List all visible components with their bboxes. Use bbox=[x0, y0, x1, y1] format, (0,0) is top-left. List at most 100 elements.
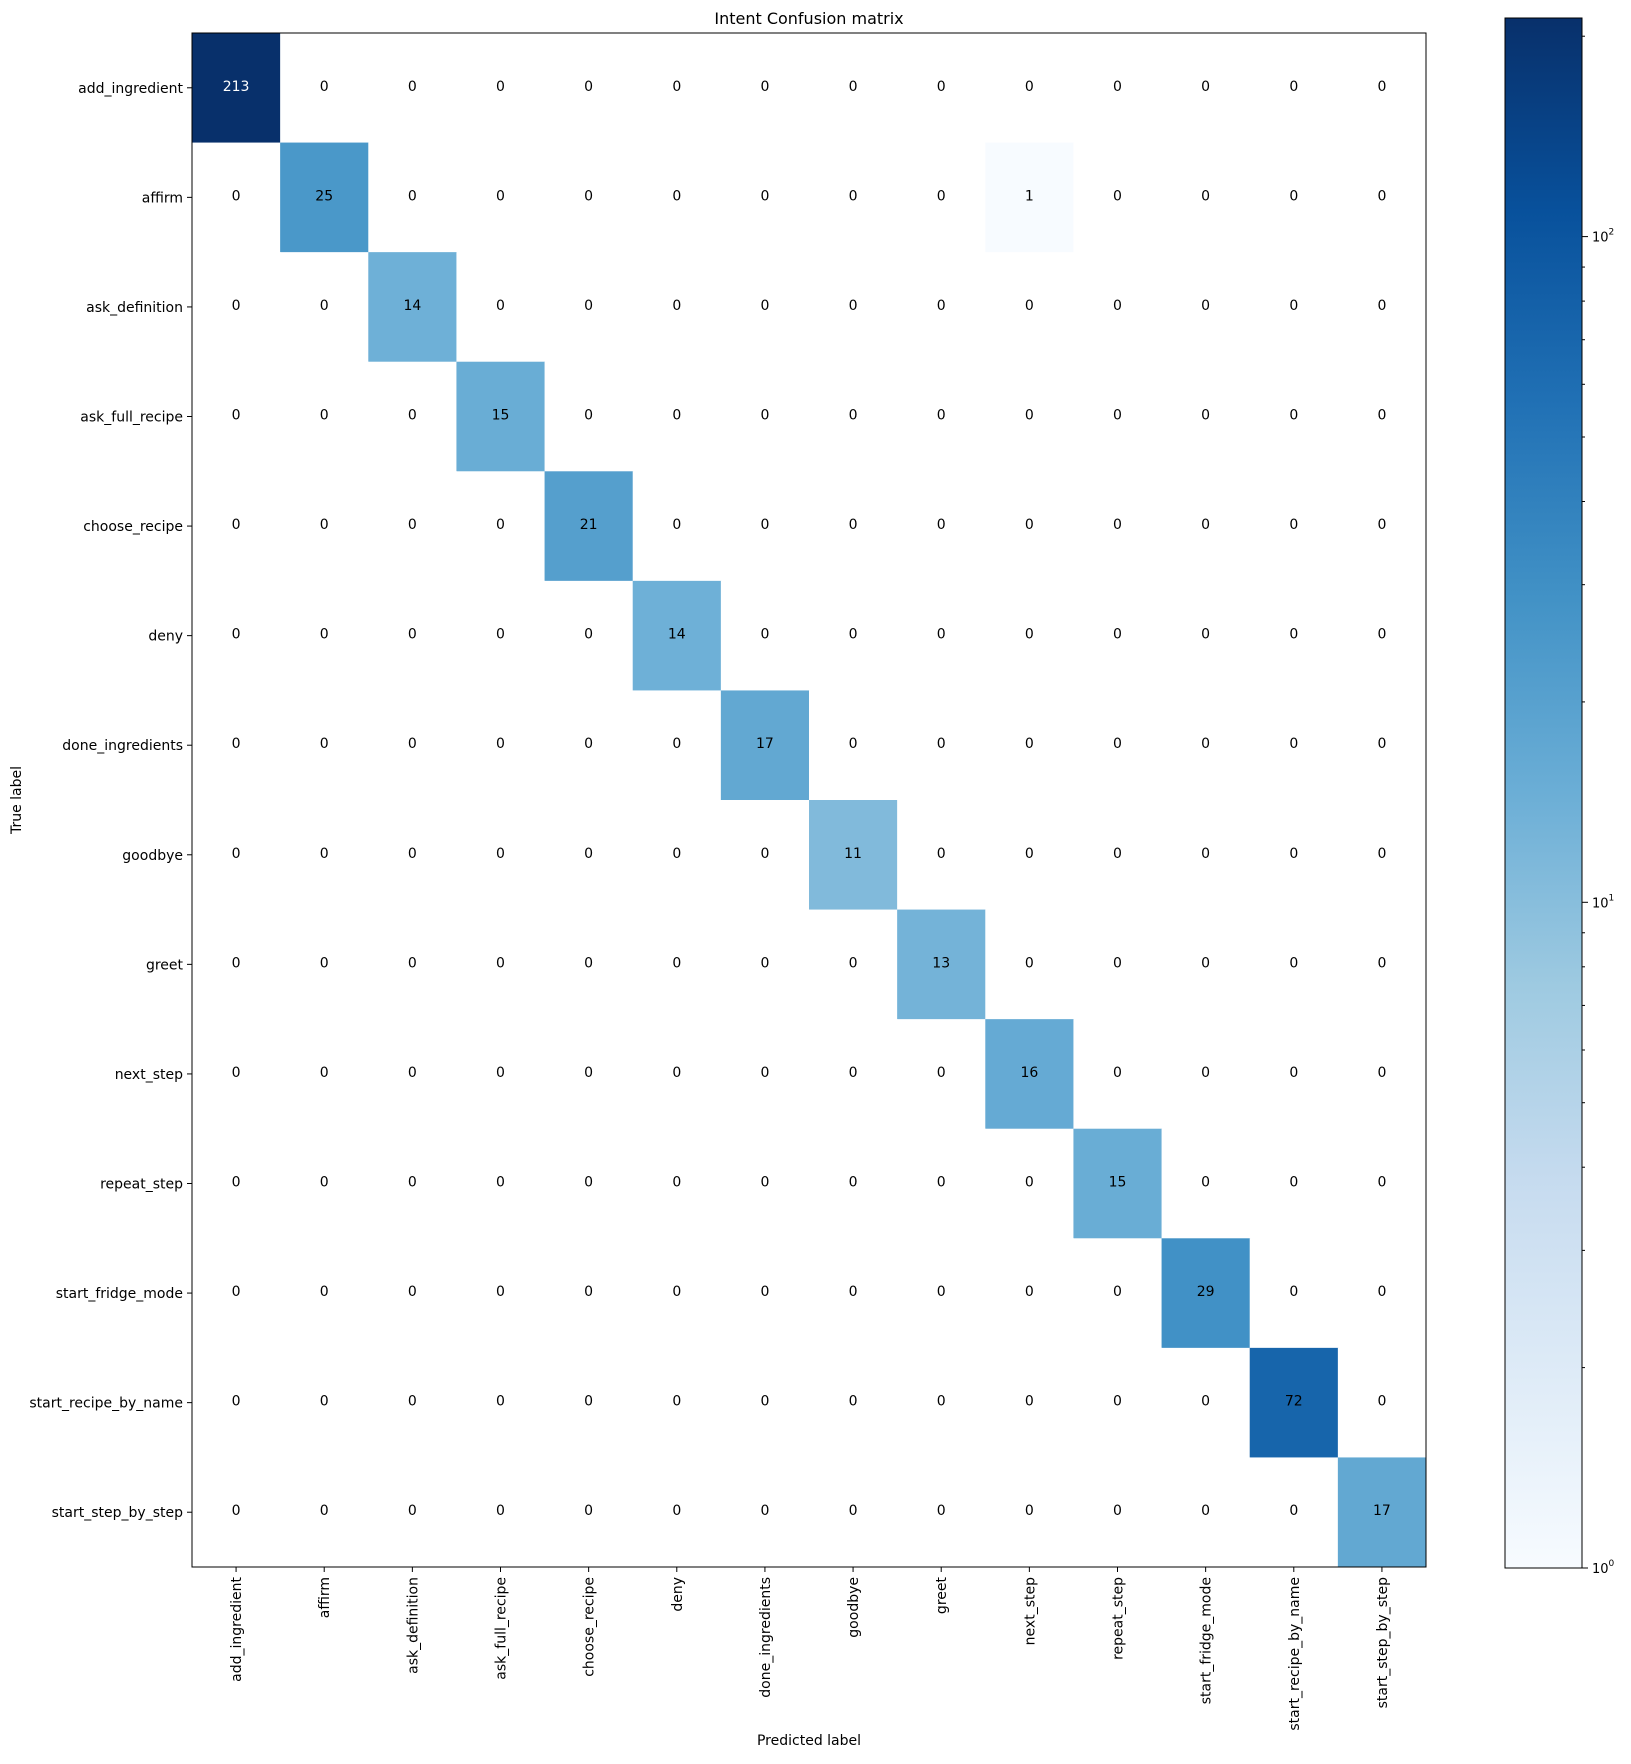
cell-value-label: 0 bbox=[1289, 517, 1298, 533]
cell-value-label: 0 bbox=[672, 1394, 681, 1410]
cell-value-label: 0 bbox=[760, 1394, 769, 1410]
heatmap-cell bbox=[1337, 252, 1427, 363]
heatmap-cell bbox=[1073, 33, 1163, 144]
heatmap-cell bbox=[985, 142, 1074, 253]
cell-value-label: 0 bbox=[496, 1175, 505, 1191]
heatmap-cell bbox=[544, 909, 634, 1020]
cell-value-label: 0 bbox=[1025, 298, 1034, 314]
cell-value-label: 0 bbox=[320, 846, 329, 862]
heatmap-cell bbox=[632, 361, 722, 472]
cell-value-label: 0 bbox=[1025, 79, 1034, 95]
cell-value-label: 0 bbox=[937, 1065, 946, 1081]
cell-value-label: 0 bbox=[232, 298, 241, 314]
cell-value-label: 0 bbox=[1377, 408, 1386, 424]
heatmap-cell bbox=[1073, 252, 1163, 363]
cell-value-label: 0 bbox=[584, 1284, 593, 1300]
cell-value-label: 0 bbox=[496, 736, 505, 752]
heatmap-cell bbox=[632, 1347, 722, 1458]
cell-value-label: 0 bbox=[1025, 736, 1034, 752]
cell-value-label: 0 bbox=[849, 1284, 858, 1300]
cell-value-label: 0 bbox=[1113, 1065, 1122, 1081]
heatmap-cell bbox=[280, 580, 369, 691]
cell-value-label: 0 bbox=[1201, 1503, 1210, 1519]
heatmap-cell bbox=[280, 690, 369, 801]
heatmap-cell bbox=[985, 690, 1074, 801]
cell-value-label: 0 bbox=[584, 408, 593, 424]
cell-value-label: 0 bbox=[1201, 188, 1210, 204]
heatmap-cell bbox=[809, 142, 898, 253]
heatmap-cell bbox=[809, 580, 898, 691]
heatmap-cell bbox=[280, 1128, 369, 1239]
heatmap-cell bbox=[456, 690, 546, 801]
cell-value-label: 0 bbox=[1377, 1284, 1386, 1300]
cell-value-label: 0 bbox=[1201, 408, 1210, 424]
cell-value-label: 0 bbox=[1025, 627, 1034, 643]
cell-value-label: 0 bbox=[1289, 627, 1298, 643]
cell-value-label: 0 bbox=[1025, 517, 1034, 533]
cell-value-label: 0 bbox=[584, 1394, 593, 1410]
y-tick-label: start_step_by_step bbox=[52, 1505, 183, 1521]
cell-value-label: 0 bbox=[760, 517, 769, 533]
cell-value-label: 0 bbox=[849, 517, 858, 533]
cell-value-label: 25 bbox=[315, 188, 333, 204]
x-tick-label: done_ingredients bbox=[758, 1577, 774, 1698]
x-tick-label: deny bbox=[670, 1577, 686, 1612]
heatmap-cell bbox=[456, 471, 546, 582]
heatmap-cell bbox=[1073, 1238, 1163, 1349]
cell-value-label: 0 bbox=[320, 517, 329, 533]
cell-value-label: 0 bbox=[937, 736, 946, 752]
heatmap-cell bbox=[897, 142, 986, 253]
heatmap-cell bbox=[1249, 909, 1339, 1020]
heatmap-cell bbox=[368, 252, 457, 363]
cell-value-label: 13 bbox=[932, 955, 950, 971]
heatmap-cell bbox=[1161, 909, 1251, 1020]
cell-value-label: 0 bbox=[496, 298, 505, 314]
cell-value-label: 0 bbox=[1025, 1503, 1034, 1519]
cell-value-label: 0 bbox=[672, 736, 681, 752]
heatmap-cell bbox=[192, 800, 281, 911]
cell-value-label: 17 bbox=[1373, 1503, 1391, 1519]
cell-value-label: 14 bbox=[668, 627, 686, 643]
x-tick-label: add_ingredient bbox=[229, 1577, 245, 1682]
x-tick-label: start_fridge_mode bbox=[1199, 1577, 1215, 1704]
heatmap-cell bbox=[1073, 1019, 1163, 1130]
heatmap-cell bbox=[368, 1347, 457, 1458]
cell-value-label: 0 bbox=[1201, 298, 1210, 314]
heatmap-cell bbox=[280, 361, 369, 472]
heatmap-cell bbox=[1161, 33, 1251, 144]
x-tick-label: greet bbox=[934, 1577, 950, 1615]
heatmap-cell bbox=[192, 909, 281, 1020]
heatmap-cell bbox=[1161, 690, 1251, 801]
cell-value-label: 0 bbox=[1113, 1503, 1122, 1519]
y-tick-label: start_fridge_mode bbox=[56, 1286, 183, 1302]
cell-value-label: 0 bbox=[1113, 517, 1122, 533]
cell-value-label: 0 bbox=[760, 188, 769, 204]
y-tick-label: choose_recipe bbox=[83, 519, 183, 535]
cell-value-label: 0 bbox=[760, 1065, 769, 1081]
cell-value-label: 0 bbox=[672, 955, 681, 971]
y-axis-label: True label bbox=[9, 766, 25, 835]
colorbar-tick-label: 102 bbox=[1592, 228, 1614, 246]
heatmap-cell bbox=[456, 361, 546, 472]
cell-value-label: 72 bbox=[1285, 1394, 1303, 1410]
cell-value-label: 0 bbox=[1201, 517, 1210, 533]
heatmap-cell bbox=[1337, 690, 1427, 801]
x-tick-label: goodbye bbox=[846, 1577, 862, 1638]
cell-value-label: 0 bbox=[1377, 298, 1386, 314]
cell-value-label: 0 bbox=[1201, 1394, 1210, 1410]
heatmap-cell bbox=[632, 909, 722, 1020]
heatmap-cell bbox=[192, 1457, 281, 1568]
heatmap-cell bbox=[192, 33, 281, 144]
heatmap-cell bbox=[1161, 1128, 1251, 1239]
cell-value-label: 0 bbox=[232, 846, 241, 862]
heatmap-cell bbox=[720, 1019, 810, 1130]
x-tick-label: ask_full_recipe bbox=[494, 1577, 510, 1680]
heatmap-cell bbox=[368, 580, 457, 691]
heatmap-cell bbox=[368, 471, 457, 582]
heatmap-cell bbox=[1249, 1347, 1339, 1458]
cell-value-label: 0 bbox=[320, 79, 329, 95]
cell-value-label: 0 bbox=[1113, 79, 1122, 95]
heatmap-cell bbox=[544, 690, 634, 801]
cell-value-label: 29 bbox=[1197, 1284, 1215, 1300]
